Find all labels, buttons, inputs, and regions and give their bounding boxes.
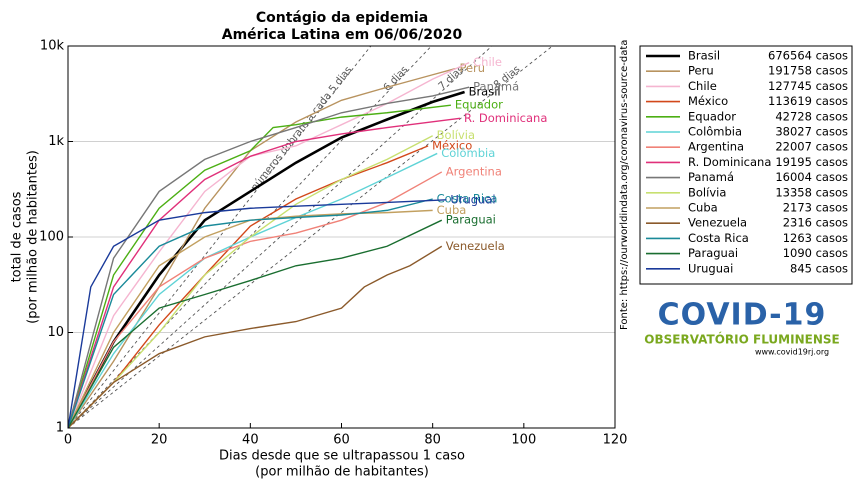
- series-line: [68, 152, 438, 428]
- legend-cases: 38027 casos: [775, 125, 848, 139]
- series-line: [68, 117, 461, 428]
- legend-cases: 22007 casos: [775, 140, 848, 154]
- end-label: Equador: [455, 98, 503, 112]
- legend-cases: 113619 casos: [768, 94, 848, 108]
- x-tick-label: 20: [151, 433, 168, 448]
- legend-label: Brasil: [688, 49, 720, 63]
- y-tick-label: 10k: [40, 39, 65, 54]
- legend-label: Equador: [688, 109, 736, 123]
- series-line: [68, 171, 443, 428]
- chart-subtitle: América Latina em 06/06/2020: [222, 27, 463, 43]
- legend-label: Chile: [688, 79, 717, 93]
- end-label: R. Dominicana: [464, 111, 547, 125]
- logo-url: www.covid19rj.org: [755, 348, 829, 357]
- logo-subtitle: OBSERVATÓRIO FLUMINENSE: [644, 332, 839, 347]
- end-label: Cuba: [437, 203, 467, 217]
- x-tick-label: 0: [64, 433, 72, 448]
- legend-cases: 16004 casos: [775, 170, 848, 184]
- logo-title: COVID-19: [658, 298, 827, 333]
- legend-label: R. Dominicana: [688, 155, 771, 169]
- y-tick-label: 100: [39, 230, 64, 245]
- end-label: Paraguai: [446, 213, 496, 227]
- series-line: [68, 61, 470, 428]
- series-line: [68, 198, 433, 428]
- end-label: Costa Rica: [437, 191, 498, 205]
- y-tick-label: 1: [56, 421, 64, 436]
- series-line: [68, 209, 433, 428]
- legend-label: Argentina: [688, 140, 744, 154]
- end-label: Bolívia: [437, 128, 475, 142]
- legend-cases: 42728 casos: [775, 109, 848, 123]
- end-label: Chile: [473, 55, 502, 69]
- legend-label: Costa Rica: [688, 231, 749, 245]
- series-line: [68, 86, 470, 428]
- x-tick-label: 80: [424, 433, 441, 448]
- legend-cases: 13358 casos: [775, 185, 848, 199]
- legend-label: Bolívia: [688, 185, 726, 199]
- legend-cases: 845 casos: [790, 261, 848, 275]
- doubling-line: [68, 46, 553, 428]
- legend-cases: 1090 casos: [783, 246, 848, 260]
- doubling-line: [68, 46, 493, 428]
- x-axis-label: Dias desde que se ultrapassou 1 caso: [219, 449, 465, 464]
- chart-title: Contágio da epidemia: [256, 10, 428, 26]
- x-tick-label: 120: [603, 433, 628, 448]
- series-line: [68, 199, 447, 428]
- x-tick-label: 40: [242, 433, 259, 448]
- y-tick-label: 1k: [48, 134, 64, 149]
- legend-cases: 191758 casos: [768, 64, 848, 78]
- series-line: [68, 135, 433, 428]
- legend-label: Paraguai: [688, 246, 738, 260]
- legend-label: Cuba: [688, 201, 718, 215]
- end-label: Venezuela: [446, 239, 505, 253]
- y-tick-label: 10: [47, 325, 64, 340]
- legend-label: México: [688, 94, 728, 108]
- legend-label: Venezuela: [688, 216, 747, 230]
- legend-label: Panamá: [688, 170, 734, 184]
- legend-cases: 2173 casos: [783, 201, 848, 215]
- x-axis-label: (por milhão de habitantes): [255, 465, 429, 480]
- end-label: Colômbia: [441, 146, 495, 160]
- series-line: [68, 145, 429, 428]
- end-label: Brasil: [469, 84, 501, 98]
- end-label: Uruguai: [450, 192, 495, 206]
- doubling-label: 6 dias: [382, 64, 411, 93]
- series-line: [68, 104, 451, 428]
- legend-label: Peru: [688, 64, 714, 78]
- end-label: México: [432, 138, 472, 152]
- series-line: [68, 90, 465, 428]
- legend-cases: 19195 casos: [775, 155, 848, 169]
- doubling-line: [68, 46, 432, 428]
- logo: COVID-19 OBSERVATÓRIO FLUMINENSE www.cov…: [644, 298, 839, 357]
- end-label: Panamá: [473, 80, 519, 94]
- legend-label: Colômbia: [688, 125, 742, 139]
- legend-cases: 676564 casos: [768, 49, 848, 63]
- x-tick-label: 60: [333, 433, 350, 448]
- y-axis-label: (por milhão de habitantes): [26, 150, 41, 324]
- legend-cases: 2316 casos: [783, 216, 848, 230]
- series-line: [68, 245, 443, 428]
- legend-cases: 1263 casos: [783, 231, 848, 245]
- source-note: Fonte: https://ourworldindata.org/corona…: [619, 40, 630, 330]
- end-label: Argentina: [446, 164, 502, 178]
- doubling-label: números dobram a cada 5 dias: [248, 64, 354, 193]
- y-axis-label: total de casos: [10, 191, 25, 282]
- x-tick-label: 100: [511, 433, 536, 448]
- series-line: [68, 219, 443, 428]
- legend-cases: 127745 casos: [768, 79, 848, 93]
- legend-label: Uruguai: [688, 261, 733, 275]
- plot-frame: [67, 45, 616, 429]
